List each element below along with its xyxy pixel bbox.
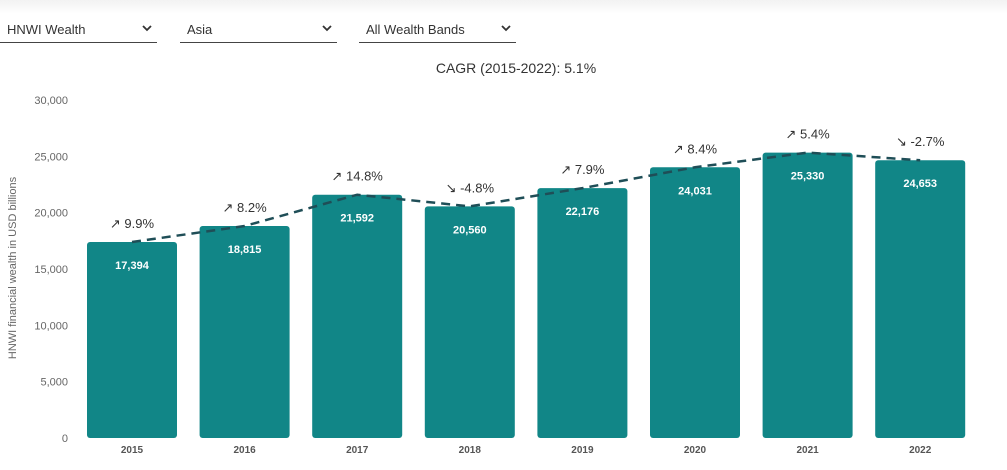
- growth-label: ↗ 14.8%: [332, 169, 384, 184]
- x-tick-label: 2020: [684, 445, 707, 456]
- bar-value-label: 25,330: [791, 171, 825, 183]
- wealth-band-dropdown[interactable]: All Wealth Bands: [359, 17, 516, 43]
- metric-dropdown[interactable]: HNWI Wealth: [0, 17, 157, 43]
- region-dropdown[interactable]: Asia: [180, 17, 337, 43]
- y-tick-label: 25,000: [34, 151, 68, 163]
- y-axis-label: HNWI financial wealth in USD billions: [7, 176, 19, 359]
- x-tick-label: 2021: [796, 445, 819, 456]
- bar-value-label: 24,031: [678, 185, 712, 197]
- growth-label: ↗ 9.9%: [110, 216, 155, 231]
- y-tick-label: 5,000: [40, 377, 68, 389]
- bar-chart: CAGR (2015-2022): 5.1% HNWI financial we…: [7, 60, 966, 456]
- growth-label: ↘ -2.7%: [896, 134, 945, 149]
- x-tick-label: 2015: [121, 445, 144, 456]
- chevron-down-icon: [501, 25, 511, 32]
- bar-value-label: 18,815: [228, 244, 262, 256]
- x-axis: 2015 2016 2017 2018 2019 2020 2021 2022: [121, 445, 932, 456]
- region-dropdown-value: Asia: [187, 22, 213, 37]
- bar-value-label: 22,176: [566, 206, 600, 218]
- bar-2019[interactable]: [537, 188, 628, 438]
- growth-label: ↗ 8.2%: [223, 200, 268, 215]
- chart-title: CAGR (2015-2022): 5.1%: [436, 60, 596, 76]
- growth-label: ↘ -4.8%: [446, 180, 495, 195]
- growth-label: ↗ 5.4%: [786, 127, 831, 142]
- bar-value-label: 21,592: [340, 213, 374, 225]
- y-tick-label: 0: [62, 433, 68, 445]
- x-tick-label: 2016: [233, 445, 256, 456]
- growth-label: ↗ 8.4%: [673, 141, 718, 156]
- x-tick-label: 2017: [346, 445, 369, 456]
- bar-2015[interactable]: [87, 242, 177, 438]
- wealth-band-dropdown-value: All Wealth Bands: [366, 22, 465, 37]
- bar-2016[interactable]: [199, 226, 290, 438]
- bar-value-label: 24,653: [903, 178, 937, 190]
- bar-value-label: 17,394: [115, 260, 150, 272]
- bar-2021[interactable]: [762, 152, 853, 438]
- metric-dropdown-value: HNWI Wealth: [7, 22, 86, 37]
- bar-2020[interactable]: [650, 167, 740, 438]
- chart-container: CAGR (2015-2022): 5.1% HNWI financial we…: [0, 50, 1007, 465]
- bars-group: 17,394 18,815 21,592 20,560 22,176 24,031 25,3…: [87, 152, 966, 438]
- filter-bar: HNWI Wealth Asia All Wealth Bands: [0, 17, 1007, 45]
- y-axis: 0 5,000 10,000 15,000 20,000 25,000 30,000: [34, 95, 68, 445]
- x-tick-label: 2018: [459, 445, 482, 456]
- top-band: [0, 0, 1007, 14]
- bar-value-label: 20,560: [453, 224, 487, 236]
- bar-2017[interactable]: [312, 194, 403, 438]
- chevron-down-icon: [322, 25, 332, 32]
- bar-2018[interactable]: [424, 206, 515, 438]
- x-tick-label: 2022: [909, 445, 932, 456]
- chevron-down-icon: [142, 25, 152, 32]
- y-tick-label: 10,000: [34, 320, 68, 332]
- bar-2022[interactable]: [875, 160, 966, 438]
- y-tick-label: 30,000: [34, 95, 68, 107]
- trend-line: [131, 151, 921, 244]
- x-tick-label: 2019: [571, 445, 594, 456]
- y-tick-label: 20,000: [34, 208, 68, 220]
- y-tick-label: 15,000: [34, 264, 68, 276]
- trend-line-group: ↗ 9.9% ↗ 8.2% ↗ 14.8% ↘ -4.8% ↗ 7.9% ↗ 8.4% ↗ …: [110, 127, 945, 244]
- growth-label: ↗ 7.9%: [560, 162, 605, 177]
